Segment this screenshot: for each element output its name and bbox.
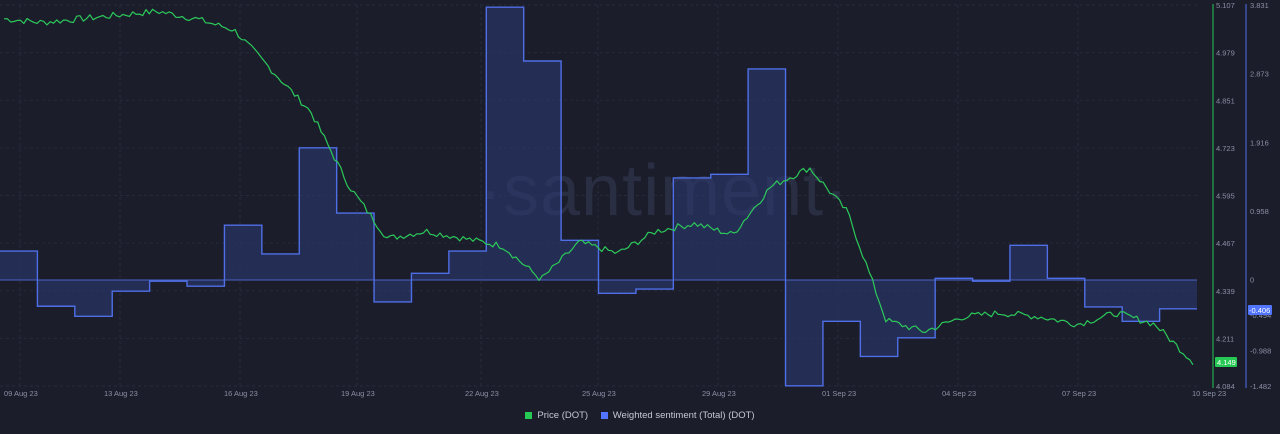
svg-text:4.851: 4.851	[1216, 96, 1235, 105]
svg-text:1.916: 1.916	[1250, 138, 1269, 147]
svg-text:2.873: 2.873	[1250, 70, 1269, 79]
svg-text:25 Aug 23: 25 Aug 23	[582, 389, 616, 398]
price-axis-ticks: 5.107 4.979 4.851 4.723 4.595 4.467 4.339 4.211…	[1216, 1, 1235, 391]
svg-text:4.149: 4.149	[1217, 358, 1236, 367]
svg-text:4.339: 4.339	[1216, 287, 1235, 296]
legend-label-sentiment: Weighted sentiment (Total) (DOT)	[612, 410, 755, 421]
svg-text:01 Sep 23: 01 Sep 23	[822, 389, 856, 398]
price-line[interactable]	[3, 8, 1194, 366]
price-swatch-icon	[525, 412, 533, 419]
svg-text:13 Aug 23: 13 Aug 23	[104, 389, 138, 398]
svg-text:09 Aug 23: 09 Aug 23	[4, 389, 38, 398]
svg-text:4.467: 4.467	[1216, 239, 1235, 248]
svg-text:19 Aug 23: 19 Aug 23	[341, 389, 375, 398]
svg-text:22 Aug 23: 22 Aug 23	[465, 389, 499, 398]
svg-text:29 Aug 23: 29 Aug 23	[702, 389, 736, 398]
svg-text:-0.494: -0.494	[1250, 311, 1271, 320]
legend-item-price[interactable]: Price (DOT)	[525, 410, 588, 421]
chart-legend: Price (DOT) Weighted sentiment (Total) (…	[0, 410, 1280, 422]
svg-text:-0.406: -0.406	[1249, 306, 1270, 315]
svg-text:16 Aug 23: 16 Aug 23	[224, 389, 258, 398]
sentiment-series[interactable]	[0, 6, 1197, 387]
legend-item-sentiment[interactable]: Weighted sentiment (Total) (DOT)	[600, 410, 755, 421]
svg-text:0.958: 0.958	[1250, 207, 1269, 216]
x-axis-ticks: 09 Aug 23 13 Aug 23 16 Aug 23 19 Aug 23 22 A…	[4, 389, 1226, 398]
svg-text:4.595: 4.595	[1216, 192, 1235, 201]
svg-text:4.211: 4.211	[1216, 334, 1234, 343]
svg-text:5.107: 5.107	[1216, 1, 1235, 10]
svg-text:4.979: 4.979	[1216, 49, 1235, 58]
svg-text:3.831: 3.831	[1250, 1, 1269, 10]
chart-grid	[0, 4, 1197, 387]
svg-text:-1.482: -1.482	[1250, 382, 1271, 391]
svg-text:10 Sep 23: 10 Sep 23	[1192, 389, 1226, 398]
svg-text:07 Sep 23: 07 Sep 23	[1062, 389, 1096, 398]
sentiment-axis-ticks: 3.831 2.873 1.916 0.958 0 -0.494 -0.988 -1.482	[1250, 1, 1271, 391]
svg-text:04 Sep 23: 04 Sep 23	[942, 389, 976, 398]
sentiment-last-value-badge: -0.406	[1248, 305, 1272, 315]
sentiment-swatch-icon	[600, 412, 608, 419]
svg-text:4.723: 4.723	[1216, 144, 1235, 153]
price-last-value-badge: 4.149	[1215, 357, 1237, 367]
svg-text:0: 0	[1250, 276, 1254, 285]
svg-text:4.084: 4.084	[1216, 382, 1235, 391]
legend-label-price: Price (DOT)	[537, 410, 589, 421]
svg-text:-0.988: -0.988	[1250, 347, 1271, 356]
